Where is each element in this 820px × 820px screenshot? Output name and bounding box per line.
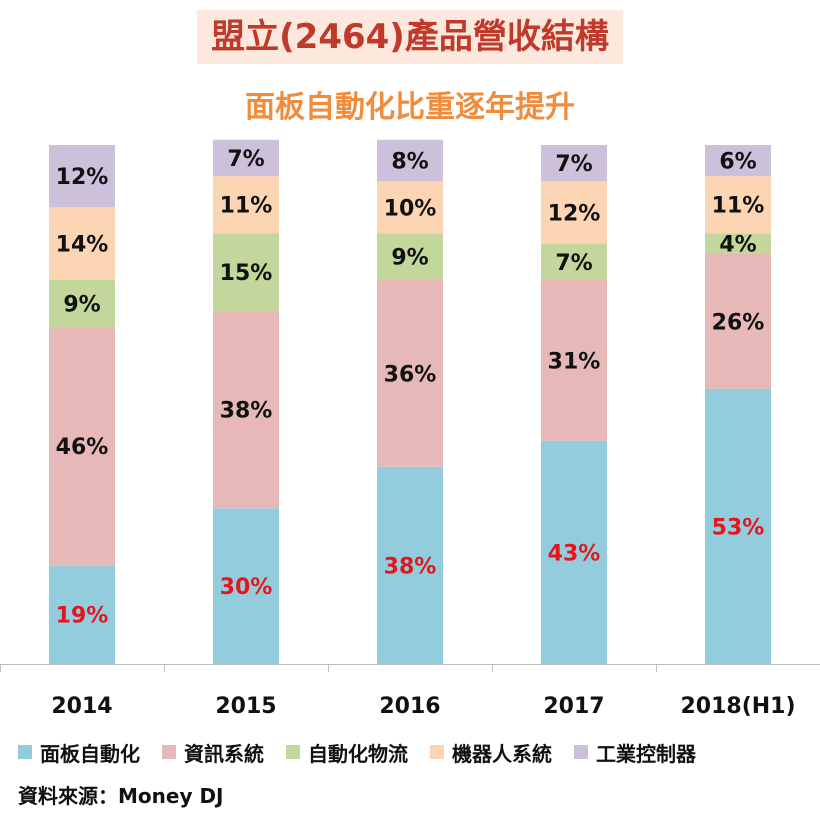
data-label: 11% [220, 194, 273, 219]
legend-label: 機器人系統 [452, 741, 552, 766]
bar-segment [213, 139, 279, 177]
data-label: 11% [712, 194, 765, 219]
legend-item: 機器人系統 [430, 738, 552, 767]
bar-segment [49, 145, 115, 208]
bar-segment [377, 279, 443, 467]
category-label: 2016 [379, 694, 440, 719]
data-label: 6% [719, 150, 756, 175]
bar-segment [49, 207, 115, 280]
legend-item: 資訊系統 [162, 738, 264, 767]
category-label: 2014 [51, 694, 112, 719]
legend-swatch [430, 745, 444, 759]
data-label: 14% [56, 233, 109, 258]
bar-segment [541, 181, 607, 244]
data-label: 19% [56, 604, 109, 629]
data-label: 9% [391, 246, 428, 271]
legend-item: 工業控制器 [574, 738, 696, 767]
data-label: 53% [712, 515, 765, 540]
category-label: 2018(H1) [680, 694, 795, 719]
bar-segment [377, 233, 443, 280]
chart-title: 盟立(2464)產品營收結構 [197, 10, 623, 64]
legend-swatch [286, 745, 300, 759]
data-label: 43% [548, 541, 601, 566]
stacked-bar-chart: 19% 46% 9% 14% 12% 2014 30% 38% 15% 11% 7% 2015 38% 3… [0, 139, 820, 719]
bar-segment [541, 440, 607, 664]
bar-segment [705, 145, 771, 177]
bar-segment [541, 145, 607, 182]
bar-segment [213, 176, 279, 234]
bar-segment [705, 253, 771, 389]
data-label: 26% [712, 310, 765, 335]
source-note: 資料來源：Money DJ [18, 784, 224, 808]
data-label: 4% [719, 233, 756, 258]
legend-item: 自動化物流 [286, 738, 408, 767]
bar-segment [705, 176, 771, 234]
legend-label: 自動化物流 [308, 741, 408, 766]
bar-segment [213, 508, 279, 664]
bar-segment [705, 388, 771, 664]
data-label: 8% [391, 150, 428, 175]
bar-segment [541, 279, 607, 441]
legend-swatch [162, 745, 176, 759]
bar-segment [213, 233, 279, 312]
chart-subtitle: 面板自動化比重逐年提升 [245, 90, 575, 125]
bar-segment [705, 233, 771, 254]
data-label: 12% [548, 201, 601, 226]
data-label: 15% [220, 261, 273, 286]
data-label: 31% [548, 349, 601, 374]
data-label: 7% [227, 147, 264, 172]
category-label: 2015 [215, 694, 276, 719]
legend-label: 工業控制器 [596, 741, 696, 766]
legend-label: 資訊系統 [184, 741, 264, 766]
bar-segment [541, 243, 607, 280]
legend-item: 面板自動化 [18, 738, 140, 767]
data-label: 7% [555, 152, 592, 177]
bar-segment [49, 279, 115, 327]
data-label: 38% [220, 399, 273, 424]
bar-segment [377, 139, 443, 182]
data-label: 36% [384, 362, 437, 387]
legend-swatch [18, 745, 32, 759]
data-label: 7% [555, 251, 592, 276]
data-label: 12% [56, 165, 109, 190]
legend-swatch [574, 745, 588, 759]
data-label: 38% [384, 554, 437, 579]
data-label: 46% [56, 435, 109, 460]
data-label: 9% [63, 292, 100, 317]
chart-legend: 面板自動化 資訊系統 自動化物流 機器人系統 工業控制器 [18, 735, 818, 769]
bar-segment [377, 466, 443, 664]
data-label: 10% [384, 196, 437, 221]
category-label: 2017 [543, 694, 604, 719]
bar-segment [213, 311, 279, 509]
legend-label: 面板自動化 [40, 741, 140, 766]
bar-segment [49, 565, 115, 664]
bar-segment [377, 181, 443, 234]
data-label: 30% [220, 575, 273, 600]
bar-segment [49, 326, 115, 566]
title-wrap: 盟立(2464)產品營收結構 [0, 10, 820, 64]
